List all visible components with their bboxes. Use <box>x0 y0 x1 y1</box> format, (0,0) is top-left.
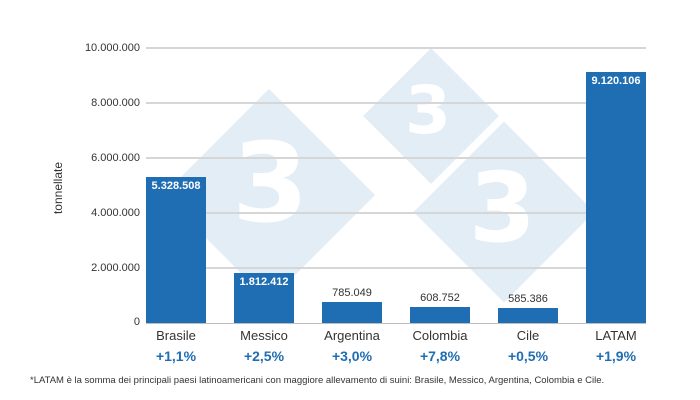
bar-cile[interactable] <box>498 308 558 323</box>
bar-argentina[interactable] <box>322 302 382 323</box>
x-category-label: LATAM <box>595 328 637 343</box>
bar-value-label: 1.812.412 <box>239 276 289 288</box>
x-category-label: Cile <box>516 328 540 343</box>
gridline <box>146 102 646 104</box>
gridline <box>146 157 646 159</box>
bar-brasile[interactable]: 5.328.508 <box>146 177 206 323</box>
x-axis-line <box>146 323 646 324</box>
bar-value-label: 585.386 <box>508 293 548 305</box>
footnote: *LATAM è la somma dei principali paesi l… <box>30 375 605 386</box>
y-tick: 4.000.000 <box>91 207 140 219</box>
bar-value-label: 785.049 <box>332 287 372 299</box>
bar-value-label: 608.752 <box>420 292 460 304</box>
y-tick: 0 <box>133 316 140 328</box>
x-category-label: Colombia <box>412 328 468 343</box>
y-tick: 6.000.000 <box>91 152 140 164</box>
bar-colombia[interactable] <box>410 307 470 323</box>
watermark-digit: 3 <box>405 72 451 149</box>
watermark-digit: 3 <box>469 152 536 264</box>
gridline <box>146 267 646 269</box>
bar-messico[interactable]: 1.812.412 <box>234 273 294 323</box>
x-category-label: Brasile <box>156 328 196 343</box>
y-tick: 10.000.000 <box>84 42 140 54</box>
growth-label: +7,8% <box>419 348 461 364</box>
y-tick: 2.000.000 <box>91 262 140 274</box>
x-category-label: Argentina <box>324 328 380 343</box>
growth-label: +1,1% <box>155 348 197 364</box>
growth-label: +2,5% <box>243 348 285 364</box>
growth-label: +0,5% <box>507 348 549 364</box>
bar-value-label: 5.328.508 <box>151 180 201 192</box>
gridline <box>146 47 646 49</box>
bar-latam[interactable]: 9.120.106 <box>586 72 646 323</box>
gridline <box>146 212 646 214</box>
y-tick: 8.000.000 <box>91 97 140 109</box>
bar-value-label: 9.120.106 <box>591 75 641 87</box>
y-axis-label: tonnellate <box>51 161 65 215</box>
watermark-digit: 3 <box>232 119 309 247</box>
growth-label: +1,9% <box>595 348 637 364</box>
growth-label: +3,0% <box>331 348 373 364</box>
x-category-label: Messico <box>240 328 288 343</box>
